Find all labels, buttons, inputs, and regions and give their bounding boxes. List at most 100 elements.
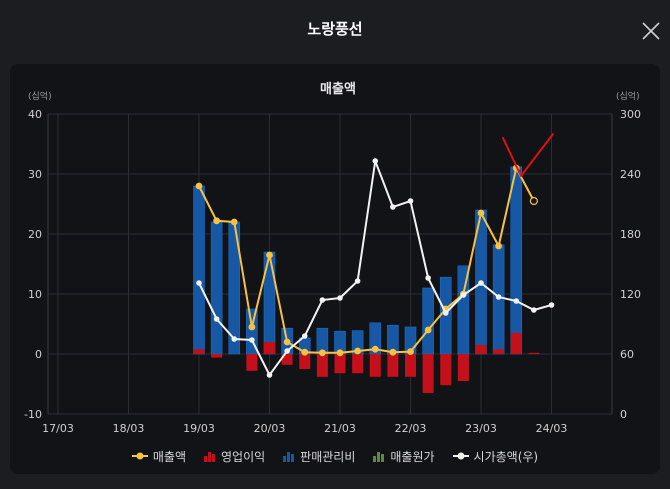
operating-profit-bar — [387, 354, 399, 377]
market-cap-point — [442, 310, 449, 316]
line-marker-icon — [131, 452, 148, 460]
sales-line — [198, 165, 535, 354]
market-cap-point — [513, 298, 520, 304]
left-axis: 40 30 20 10 0 -10 — [24, 108, 42, 421]
dialog-title: 노랑풍선 — [307, 20, 363, 38]
market-cap-point — [354, 278, 361, 284]
sales-point — [195, 182, 203, 190]
sales-point — [371, 345, 379, 353]
bar-chart-icon — [373, 452, 385, 462]
right-axis: 300 240 180 120 60 0 — [620, 108, 641, 421]
sales-point — [230, 218, 238, 226]
market-cap-point — [301, 333, 308, 339]
market-cap-point — [319, 297, 326, 303]
sales-point — [301, 348, 309, 356]
operating-profit-bar — [334, 354, 346, 374]
bar-chart-icon — [283, 452, 295, 462]
annotation — [502, 133, 554, 177]
x-tick-label: 21/03 — [324, 422, 356, 435]
right-tick-label: 60 — [620, 348, 634, 361]
sga-bar — [210, 221, 223, 355]
dialog-header: 노랑풍선 — [0, 0, 670, 60]
market-cap-point — [425, 275, 431, 281]
sga-bar — [510, 166, 523, 355]
sales-point — [424, 326, 432, 334]
check-mark-annotation — [502, 133, 554, 177]
legend-item-cogs[interactable]: 매출원가 — [373, 448, 435, 465]
sales-point — [354, 347, 362, 355]
right-tick-label: 240 — [620, 168, 641, 181]
chart-legend: 매출액 영업이익 판매관리비 매출원가 시가총액(우) — [10, 446, 660, 466]
market-cap-point — [213, 316, 220, 322]
operating-profit-bar — [422, 354, 434, 393]
legend-item-operating-profit[interactable]: 영업이익 — [204, 448, 265, 465]
x-tick-label: 17/03 — [42, 422, 74, 435]
legend-label: 시가총액(우) — [473, 449, 539, 464]
sales-point — [529, 196, 538, 206]
operating-profit-bar — [211, 354, 223, 358]
market-cap-point — [460, 292, 467, 298]
operating-profit-bar — [440, 354, 452, 386]
market-cap-point — [249, 337, 255, 343]
x-tick-label: 24/03 — [536, 422, 568, 435]
left-tick-label: 30 — [28, 168, 42, 181]
sales-point — [248, 323, 256, 331]
x-tick-label: 20/03 — [254, 422, 286, 435]
legend-label: 매출원가 — [390, 449, 435, 464]
x-axis: 17/03 18/03 19/03 20/03 21/03 22/03 23/03 24/03 — [42, 422, 567, 435]
operating-profit-bar — [510, 333, 522, 354]
legend-label: 매출액 — [152, 449, 186, 464]
left-tick-label: 20 — [28, 228, 42, 241]
legend-item-market-cap[interactable]: 시가총액(우) — [452, 448, 539, 465]
operating-profit-bar — [246, 354, 258, 371]
sales-point — [477, 209, 485, 217]
operating-profit-bar — [528, 352, 540, 354]
operating-profit-bar — [352, 354, 364, 374]
market-cap-point — [495, 294, 502, 300]
operating-profit-bar — [264, 342, 275, 354]
market-cap-point — [478, 280, 484, 286]
sales-point — [407, 348, 414, 356]
operating-profit-bar — [457, 354, 469, 381]
operating-profit-bar — [475, 345, 487, 354]
right-tick-label: 300 — [620, 108, 641, 121]
x-tick-label: 18/03 — [113, 422, 145, 435]
market-cap-point — [390, 204, 396, 210]
market-cap-point — [372, 158, 379, 164]
line-marker-icon — [452, 452, 469, 460]
sales-point — [336, 349, 344, 357]
close-icon[interactable] — [640, 20, 662, 42]
legend-label: 영업이익 — [221, 449, 266, 464]
right-tick-label: 180 — [620, 228, 641, 241]
left-tick-label: 10 — [28, 288, 42, 301]
bars-group — [193, 166, 540, 393]
legend-item-sales[interactable]: 매출액 — [131, 448, 186, 465]
operating-profit-bar — [405, 354, 416, 377]
right-tick-label: 120 — [620, 288, 641, 301]
x-tick-label: 23/03 — [465, 422, 497, 435]
x-tick-label: 22/03 — [395, 422, 427, 435]
sales-point — [213, 217, 221, 225]
legend-item-sga[interactable]: 판매관리비 — [283, 448, 355, 465]
operating-profit-bar — [281, 354, 293, 365]
operating-profit-bar — [299, 354, 311, 369]
right-axis-unit: (십억) — [616, 90, 640, 102]
operating-profit-bar — [369, 354, 381, 377]
sales-point — [266, 251, 273, 259]
sales-point — [318, 349, 326, 357]
sales-point — [495, 242, 503, 250]
grid-lines — [47, 113, 613, 415]
bar-chart-icon — [204, 452, 215, 462]
sales-point — [283, 338, 291, 346]
left-tick-label: 40 — [28, 108, 42, 121]
operating-profit-bar — [316, 354, 328, 377]
left-tick-label: -10 — [24, 408, 42, 421]
market-cap-point — [337, 295, 343, 301]
market-cap-point — [231, 336, 238, 342]
right-tick-label: 0 — [620, 408, 627, 421]
x-tick-label: 19/03 — [183, 422, 215, 435]
left-tick-label: 0 — [35, 348, 42, 361]
legend-label: 판매관리비 — [300, 449, 356, 464]
sales-point — [389, 348, 397, 356]
